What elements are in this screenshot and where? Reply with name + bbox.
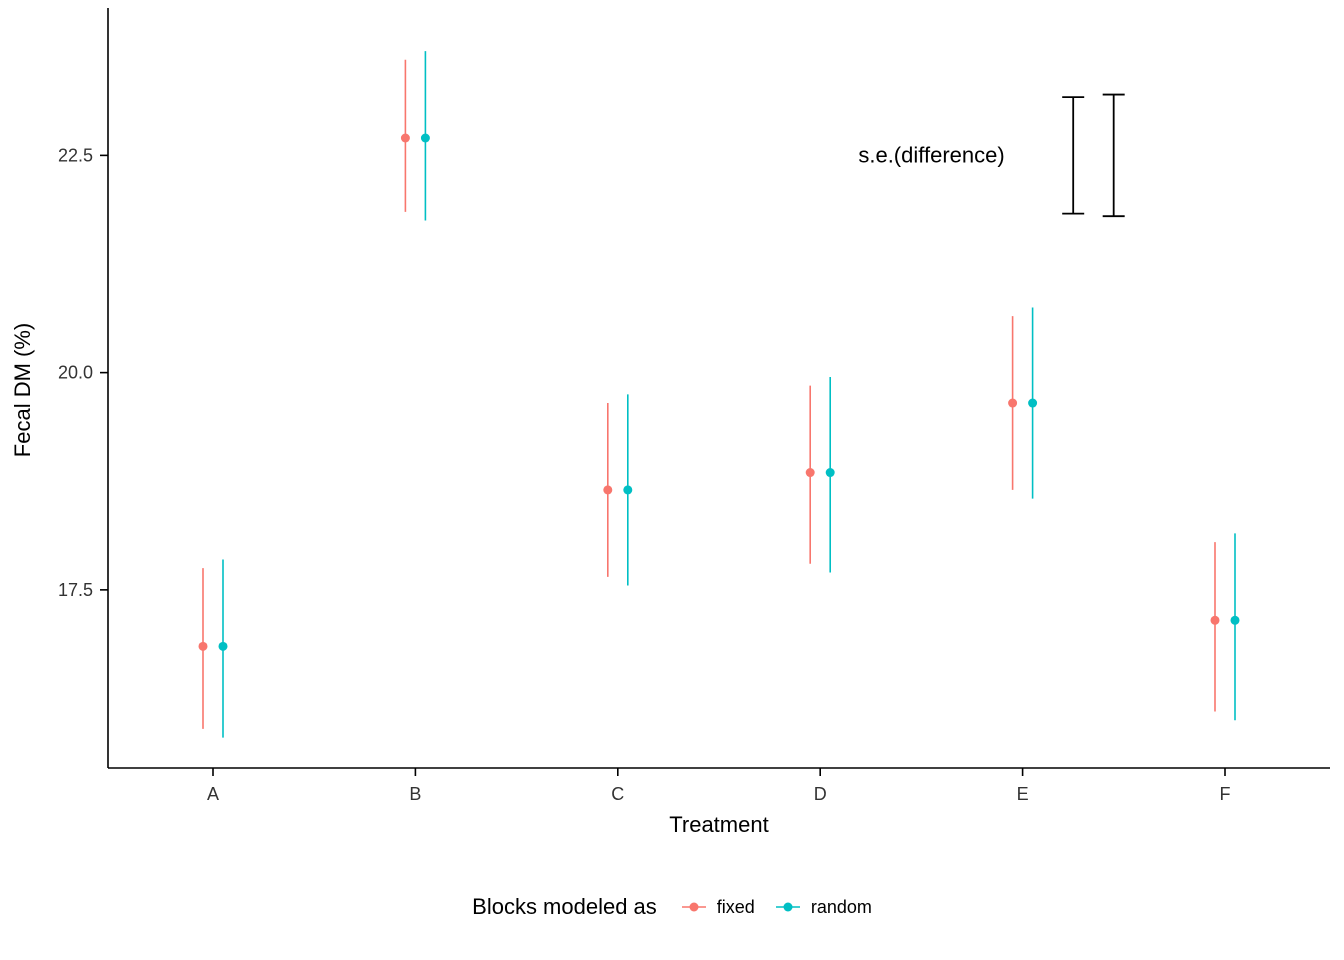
- point-fixed-B: [400, 133, 410, 143]
- legend-label-fixed: fixed: [716, 896, 755, 917]
- point-random-F: [1230, 615, 1240, 625]
- legend-key-point: [783, 902, 793, 912]
- chart-legend: Blocks modeled as fixed random: [0, 854, 1344, 960]
- point-fixed-E: [1008, 398, 1018, 408]
- chart-canvas: 17.5 20.0 22.5 A B C D E F Treatment Fecal DM (%) s…: [10, 8, 1330, 837]
- legend-key-fixed-icon: [681, 902, 706, 912]
- x-tick-label: F: [1220, 784, 1231, 804]
- legend-item-fixed: fixed: [679, 896, 755, 918]
- x-tick-label: C: [611, 784, 624, 804]
- y-tick-label: 22.5: [58, 145, 93, 165]
- y-tick-label: 20.0: [58, 363, 93, 383]
- point-random-C: [623, 485, 633, 495]
- point-random-B: [420, 133, 430, 143]
- legend-key-random-icon: [775, 902, 800, 912]
- x-tick-label: E: [1017, 784, 1029, 804]
- x-tick-label: D: [814, 784, 827, 804]
- point-random-D: [825, 468, 835, 478]
- legend-title: Blocks modeled as: [472, 894, 657, 919]
- point-random-A: [218, 641, 228, 651]
- legend-item-random: random: [773, 896, 872, 918]
- point-fixed-F: [1210, 615, 1220, 625]
- point-random-E: [1028, 398, 1038, 408]
- x-tick-label: A: [207, 784, 219, 804]
- x-tick-label: B: [409, 784, 421, 804]
- legend-key-point: [689, 902, 699, 912]
- point-fixed-C: [603, 485, 613, 495]
- y-tick-label: 17.5: [58, 580, 93, 600]
- annotation-label: s.e.(difference): [858, 142, 1004, 167]
- point-fixed-A: [198, 641, 208, 651]
- y-axis-title: Fecal DM (%): [10, 323, 35, 457]
- point-fixed-D: [805, 468, 815, 478]
- x-axis-title: Treatment: [669, 812, 768, 837]
- legend-label-random: random: [810, 896, 872, 917]
